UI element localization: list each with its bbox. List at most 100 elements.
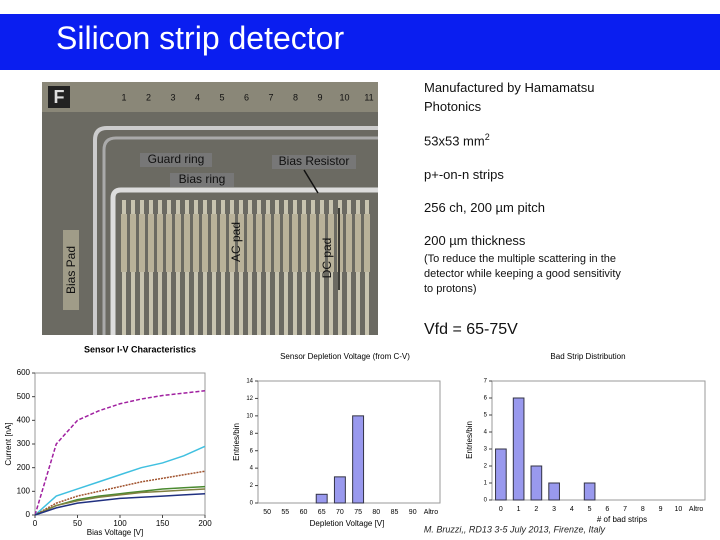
- pointer: [303, 169, 319, 194]
- ruler-digit: 3: [170, 92, 175, 102]
- strips: [121, 200, 370, 335]
- guard-ring-line: [93, 126, 378, 335]
- photo-ruler-band: [42, 82, 378, 112]
- x-tick-label: 100: [113, 519, 127, 528]
- ruler-digit: 8: [293, 92, 298, 102]
- y-tick-label: 12: [246, 396, 253, 402]
- x-tick-label: 60: [300, 509, 308, 516]
- label-bg: [140, 153, 212, 167]
- bar: [530, 465, 543, 501]
- photo-label: AC pad: [229, 222, 243, 262]
- y-tick-label: 500: [17, 392, 31, 401]
- x-tick-label: 55: [281, 509, 289, 516]
- strip-pad: [148, 214, 154, 272]
- y-tick-label: 2: [484, 464, 488, 470]
- photo-bg: [42, 82, 378, 335]
- y-tick-label: 2: [250, 483, 254, 489]
- x-axis-label: Bias Voltage [V]: [87, 528, 143, 537]
- ruler-digit: 7: [268, 92, 273, 102]
- spec-size-text: 53x53 mm: [424, 133, 485, 149]
- x-tick-label: 0: [33, 519, 38, 528]
- bar: [583, 482, 596, 501]
- photo-label: Bias Resistor: [279, 154, 350, 168]
- strip-pad: [346, 214, 352, 272]
- strip-pad: [211, 214, 217, 272]
- chart-title: Bad Strip Distribution: [550, 352, 625, 361]
- spec-manufacturer: Manufactured by Hamamatsu Photonics: [424, 80, 595, 114]
- x-tick-label: 200: [198, 519, 212, 528]
- x-tick-label: 3: [552, 506, 556, 513]
- ruler-digit: 1: [121, 92, 126, 102]
- label-bg: [63, 230, 79, 310]
- strip-pad: [319, 214, 325, 272]
- strip-pad: [157, 214, 163, 272]
- series-line: [34, 390, 206, 516]
- y-tick-label: 4: [250, 466, 254, 472]
- photo-logo: F: [54, 87, 65, 107]
- strip-pad: [166, 214, 172, 272]
- strip-pad: [139, 214, 145, 272]
- x-tick-label: 5: [588, 506, 592, 513]
- y-tick-label: 8: [250, 431, 254, 437]
- y-tick-label: 5: [484, 413, 488, 419]
- y-tick-label: 10: [246, 413, 253, 419]
- ruler-digit: 11: [364, 92, 373, 102]
- y-tick-label: 6: [250, 448, 254, 454]
- label-bg: [272, 155, 356, 169]
- strip-pad: [130, 214, 136, 272]
- y-tick-label: 6: [484, 396, 488, 402]
- x-tick-label: 4: [570, 506, 574, 513]
- x-tick-label: 70: [336, 509, 344, 516]
- y-tick-label: 100: [17, 486, 31, 495]
- spec-size: 53x53 mm2: [424, 128, 664, 150]
- y-tick-label: 300: [17, 439, 31, 448]
- y-tick-label: 200: [17, 463, 31, 472]
- x-tick-label: 8: [641, 506, 645, 513]
- y-tick-label: 14: [246, 379, 253, 385]
- strip-pad: [355, 214, 361, 272]
- y-tick-label: 7: [484, 379, 488, 385]
- x-tick-label: 80: [372, 509, 380, 516]
- strip-pad: [301, 214, 307, 272]
- x-tick-label: 6: [605, 506, 609, 513]
- x-tick-label: Altro: [424, 509, 439, 516]
- bar: [512, 397, 525, 501]
- strip-pad: [229, 214, 235, 272]
- ruler-digit: 4: [195, 92, 200, 102]
- strip-pad: [220, 214, 226, 272]
- credit: M. Bruzzi,, RD13 3-5 July 2013, Firenze,…: [424, 524, 606, 534]
- x-tick-label: 85: [391, 509, 399, 516]
- x-tick-label: 50: [73, 519, 82, 528]
- spec-thickness: 200 µm thickness: [424, 233, 526, 248]
- y-tick-label: 0: [26, 510, 31, 519]
- y-axis-label: Entries/bin: [232, 423, 241, 461]
- strip-pad: [193, 214, 199, 272]
- ruler-digit: 5: [219, 92, 224, 102]
- detector-photo: F Guard ring Bias Resistor Bias ring AC …: [42, 82, 378, 335]
- chart-title: Sensor Depletion Voltage (from C-V): [280, 352, 410, 361]
- x-tick-label: 0: [499, 506, 503, 513]
- bar: [495, 448, 507, 501]
- x-tick-label: 150: [156, 519, 170, 528]
- spec-vfd: Vfd = 65-75V: [424, 321, 518, 338]
- strip-pad: [328, 214, 334, 272]
- ruler-digit: 2: [146, 92, 151, 102]
- ruler-digit: 6: [244, 92, 249, 102]
- ring-line: [102, 136, 378, 335]
- y-axis-label: Current [nA]: [4, 422, 13, 465]
- y-tick-label: 0: [250, 501, 254, 507]
- strip-pad: [202, 214, 208, 272]
- ruler-digit: 9: [317, 92, 322, 102]
- x-tick-label: 7: [623, 506, 627, 513]
- bar: [548, 482, 560, 501]
- x-tick-label: 2: [534, 506, 538, 513]
- photo-label: Bias Pad: [64, 246, 78, 294]
- x-tick-label: 10: [674, 506, 682, 513]
- strip-pad: [175, 214, 181, 272]
- plot-area: [491, 380, 706, 501]
- strip-pad: [364, 214, 370, 272]
- slide-title: Silicon strip detector: [56, 20, 345, 56]
- photo-label: Guard ring: [148, 152, 205, 166]
